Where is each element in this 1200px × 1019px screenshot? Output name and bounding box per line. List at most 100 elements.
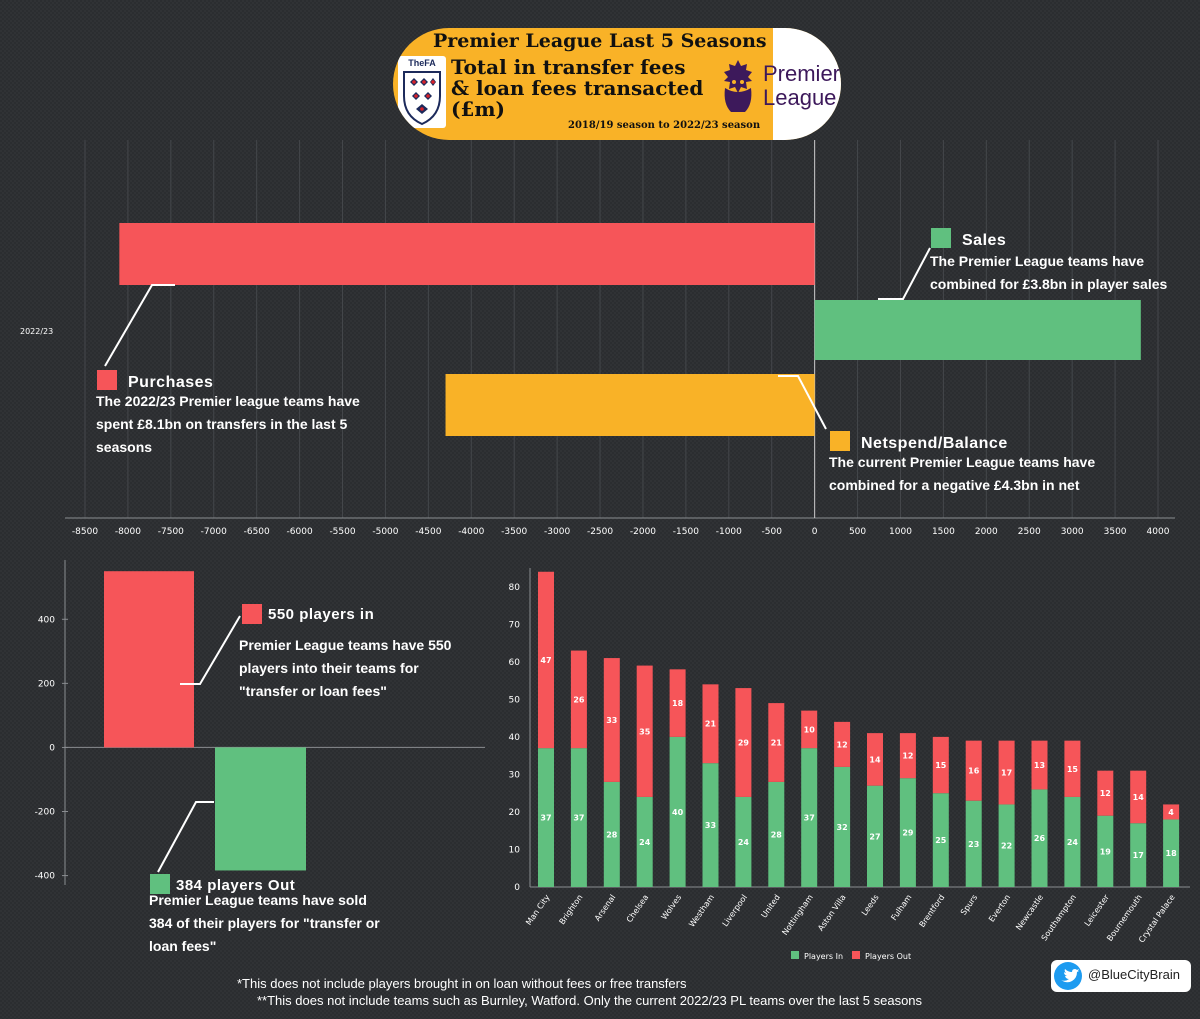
players-in-value: 28 <box>606 830 618 839</box>
x-tick-label: 1000 <box>889 527 912 537</box>
y-tick-label: 20 <box>509 808 521 818</box>
x-tick-label: -6000 <box>287 527 313 537</box>
players-out-value: 4 <box>1168 808 1174 817</box>
x-tick-label: -500 <box>762 527 783 537</box>
players-in-segment <box>702 763 719 887</box>
players-in-segment <box>768 781 785 887</box>
x-tick-label: -7500 <box>158 527 184 537</box>
players-in-segment <box>1064 796 1081 887</box>
y-tick-label: 30 <box>509 770 521 780</box>
players-in-out-chart: 400 200 0 -200 -400 <box>35 560 485 885</box>
team-label: United <box>759 893 781 920</box>
players-in-segment <box>867 785 883 887</box>
legend-players-out-swatch <box>852 951 860 959</box>
players-in-segment <box>538 748 554 887</box>
legend-players-out-label: Players Out <box>865 952 911 961</box>
players-out-segment <box>669 669 686 737</box>
y-tick-label: 400 <box>38 615 55 625</box>
x-tick-label: -2500 <box>587 527 613 537</box>
players-out-value: 21 <box>771 739 783 748</box>
players-out-segment <box>867 733 883 786</box>
team-label: Westham <box>687 893 716 929</box>
players-in-value: 37 <box>573 814 584 823</box>
players-out-segment <box>998 740 1015 805</box>
players-in-legend-square <box>242 604 262 624</box>
players-out-connector <box>157 801 214 873</box>
subtitle-line2: & loan fees transacted <box>451 76 704 100</box>
legend-players-in-swatch <box>791 951 799 959</box>
players-in-value: 26 <box>1034 834 1046 843</box>
title-card: Premier League Last 5 Seasons Total in t… <box>393 28 841 140</box>
players-in-value: 24 <box>738 838 750 847</box>
y-tick-label: 200 <box>38 679 55 689</box>
sales-bar <box>814 300 1141 360</box>
purchases-title: Purchases <box>128 374 214 391</box>
players-out-value: 13 <box>1034 761 1045 770</box>
team-label: Bournemouth <box>1105 893 1144 943</box>
x-tick-label: 3500 <box>1104 527 1127 537</box>
players-in-value: 37 <box>804 814 815 823</box>
sales-connector <box>878 247 931 300</box>
team-label: Fulham <box>889 893 913 922</box>
players-in-bar <box>104 571 194 748</box>
netspend-connector <box>778 375 827 430</box>
sales-legend-square <box>931 228 951 248</box>
sales-title: Sales <box>962 232 1007 249</box>
y-category-label: 2022/23 <box>20 327 53 336</box>
players-in-value: 37 <box>540 814 551 823</box>
x-tick-label: -3500 <box>501 527 527 537</box>
y-tick-label: -200 <box>35 808 56 818</box>
y-tick-label: 50 <box>509 695 521 705</box>
x-tick-label: 0 <box>812 527 818 537</box>
players-out-segment <box>1130 770 1147 824</box>
x-tick-label: -4500 <box>415 527 441 537</box>
x-tick-label: -7000 <box>201 527 227 537</box>
players-out-body: Premier League teams have sold 384 of th… <box>149 892 380 954</box>
team-label: Spurs <box>959 893 979 917</box>
x-tick-label: -6500 <box>244 527 270 537</box>
players-out-title: 384 players Out <box>176 877 296 894</box>
team-label: Brentford <box>917 893 946 929</box>
players-in-segment <box>570 748 587 887</box>
x-tick-label: 500 <box>849 527 866 537</box>
players-out-value: 35 <box>639 727 651 736</box>
players-out-segment <box>735 688 752 797</box>
subtitle-line1: Total in transfer fees <box>451 55 686 79</box>
x-tick-label: -2000 <box>630 527 656 537</box>
players-out-segment <box>603 658 620 782</box>
players-in-segment <box>1163 819 1180 887</box>
players-out-segment <box>932 736 949 794</box>
players-in-value: 33 <box>705 821 716 830</box>
team-label: Newcastle <box>1014 893 1045 932</box>
players-out-value: 15 <box>935 761 947 770</box>
subtitle-line3: (£m) <box>451 97 506 121</box>
players-out-value: 12 <box>1100 789 1111 798</box>
team-label: Brighton <box>558 893 585 926</box>
players-out-value: 33 <box>606 716 617 725</box>
players-out-segment <box>834 721 851 767</box>
players-out-legend-square <box>150 874 170 894</box>
players-out-segment <box>1163 804 1180 820</box>
premier-league-lion-icon <box>724 60 752 112</box>
x-tick-label: 1500 <box>932 527 955 537</box>
fa-crest-icon: TheFA <box>398 56 446 128</box>
fa-logo-text: TheFA <box>408 58 436 68</box>
players-out-segment <box>570 650 587 749</box>
players-in-segment <box>1130 823 1147 887</box>
players-out-value: 47 <box>540 656 551 665</box>
team-label: Leicester <box>1083 892 1112 927</box>
x-tick-label: -8000 <box>115 527 141 537</box>
x-tick-label: -8500 <box>72 527 98 537</box>
purchases-legend-square <box>97 370 117 390</box>
players-out-segment <box>768 703 785 782</box>
footnote-1: *This does not include players brought i… <box>237 976 687 991</box>
footnote-2: **This does not include teams such as Bu… <box>257 993 923 1008</box>
players-in-value: 23 <box>968 840 979 849</box>
y-tick-label: 40 <box>509 733 521 743</box>
netspend-body: The current Premier League teams have co… <box>829 454 1096 493</box>
players-in-value: 22 <box>1001 842 1012 851</box>
legend-players-in-label: Players In <box>804 952 843 961</box>
players-in-segment <box>965 800 982 887</box>
players-out-segment <box>899 733 916 779</box>
y-tick-label: 80 <box>509 583 521 593</box>
